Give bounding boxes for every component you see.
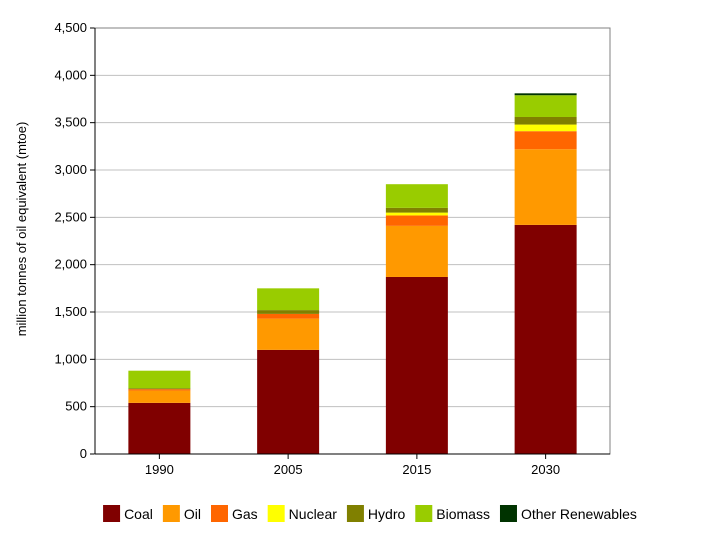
legend-label: Coal: [124, 506, 153, 522]
legend-swatch: [103, 505, 121, 522]
legend-label: Hydro: [368, 506, 406, 522]
legend-swatch: [415, 505, 433, 522]
legend-swatch: [210, 505, 228, 522]
bar-segment-oil: [514, 149, 577, 225]
legend-item-biomass: Biomass: [415, 505, 490, 522]
bar-segment-oil: [257, 318, 320, 350]
x-tick-label: 2030: [531, 462, 560, 477]
y-tick-label: 1,000: [54, 351, 87, 366]
bar-segment-hydro: [128, 388, 191, 390]
bar-segment-coal: [257, 349, 320, 454]
bar-segment-nuclear: [514, 124, 577, 132]
legend-item-coal: Coal: [103, 505, 153, 522]
bar-segment-coal: [514, 224, 577, 454]
y-tick-label: 3,000: [54, 162, 87, 177]
legend-item-hydro: Hydro: [346, 505, 406, 522]
legend-swatch: [162, 505, 180, 522]
y-tick-label: 2,500: [54, 209, 87, 224]
bar-segment-other-renewables: [514, 93, 577, 96]
y-tick-label: 0: [80, 446, 87, 461]
y-tick-label: 4,500: [54, 20, 87, 35]
bar-segment-oil: [128, 390, 191, 403]
x-tick-label: 2005: [274, 462, 303, 477]
legend-item-oil: Oil: [162, 505, 201, 522]
legend: Coal Oil Gas Nuclear Hydro Biomass Other Renew…: [103, 505, 637, 522]
bar-segment-biomass: [514, 95, 577, 117]
y-tick-label: 4,000: [54, 67, 87, 82]
bar-segment-gas: [385, 215, 448, 226]
y-axis-tick-labels: 0 500 1,000 1,500 2,000 2,500 3,000 3,500 4,000 4…: [54, 20, 87, 461]
y-tick-label: 3,500: [54, 115, 87, 130]
legend-label: Other Renewables: [521, 506, 637, 522]
legend-swatch: [346, 505, 364, 522]
legend-item-gas: Gas: [210, 505, 258, 522]
legend-label: Gas: [232, 506, 258, 522]
y-tick-label: 1,500: [54, 304, 87, 319]
bar-segment-oil: [385, 225, 448, 277]
y-tick-label: 500: [65, 399, 87, 414]
bar-segment-gas: [257, 313, 320, 319]
bar-segment-biomass: [128, 370, 191, 389]
x-tick-label: 1990: [145, 462, 174, 477]
bar-segment-coal: [128, 402, 191, 454]
legend-label: Nuclear: [289, 506, 338, 522]
legend-swatch: [499, 505, 517, 522]
x-tick-label: 2015: [402, 462, 431, 477]
bar-segment-gas: [514, 131, 577, 150]
legend-item-other-renewables: Other Renewables: [499, 505, 637, 522]
legend-label: Biomass: [436, 506, 490, 522]
legend-item-nuclear: Nuclear: [267, 505, 338, 522]
bar-segment-hydro: [514, 116, 577, 125]
bar-segment-coal: [385, 276, 448, 454]
bar-segment-biomass: [257, 288, 320, 311]
bar-segment-biomass: [385, 184, 448, 208]
bar-segment-hydro: [257, 310, 320, 314]
bar-segment-hydro: [385, 207, 448, 213]
axes: [90, 27, 611, 459]
legend-swatch: [267, 505, 285, 522]
y-tick-label: 2,000: [54, 257, 87, 272]
bars: [128, 93, 577, 454]
bar-segment-gas: [128, 389, 191, 391]
legend-label: Oil: [184, 506, 201, 522]
bar-segment-nuclear: [385, 212, 448, 216]
x-axis-tick-labels: 1990 2005 2015 2030: [145, 462, 560, 477]
y-axis-title: million tonnes of oil equivalent (mtoe): [14, 122, 29, 337]
